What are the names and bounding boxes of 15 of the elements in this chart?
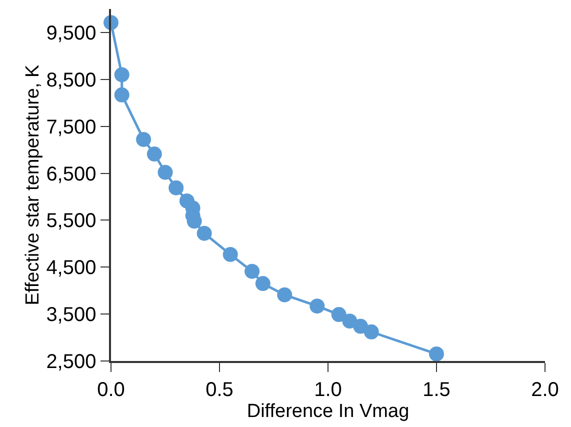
x-tick-label: 1.0 (314, 378, 342, 401)
y-tick-label: 4,500 (46, 257, 96, 280)
y-tick-label: 9,500 (46, 22, 96, 44)
y-tick-label: 8,500 (46, 69, 96, 92)
y-axis-title: Effective star temperature, K (22, 64, 44, 306)
y-tick-label: 6,500 (46, 163, 96, 186)
x-tick-label: 0.5 (206, 378, 234, 401)
y-tick-label: 2,500 (46, 351, 96, 373)
y-tick-label: 5,500 (46, 210, 96, 232)
x-tick-label: 0.0 (97, 378, 125, 401)
x-tick-label: 2.0 (531, 378, 559, 401)
x-axis-title: Difference In Vmag (246, 401, 410, 422)
y-tick-label: 3,500 (46, 304, 96, 326)
y-tick-label: 7,500 (46, 116, 96, 138)
x-tick-label: 1.5 (422, 378, 450, 401)
